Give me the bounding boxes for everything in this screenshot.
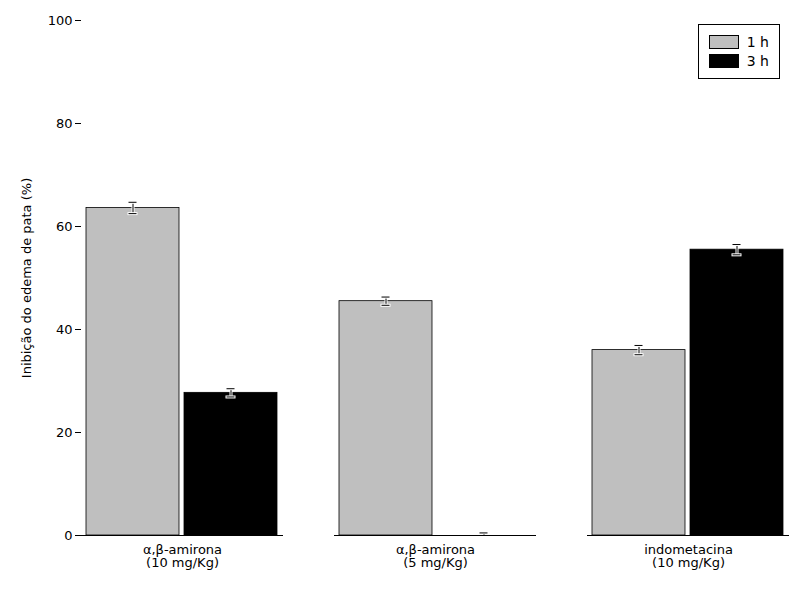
svg-text:60: 60 <box>56 219 73 234</box>
svg-text:α,β-amirona(10 mg/Kg): α,β-amirona(10 mg/Kg) <box>143 542 222 570</box>
html-text:3 h: 3 h <box>746 53 769 69</box>
svg-text:indometacina(10 mg/Kg): indometacina(10 mg/Kg) <box>644 542 733 570</box>
svg-text:α,β-amirona(5 mg/Kg): α,β-amirona(5 mg/Kg) <box>396 542 475 570</box>
html-text:1 h: 1 h <box>746 34 769 50</box>
svg-text:40: 40 <box>56 322 73 337</box>
svg-text:Inibição do edema de pata (%): Inibição do edema de pata (%) <box>19 178 34 378</box>
svg-text:0: 0 <box>64 528 72 543</box>
svg-text:20: 20 <box>56 425 73 440</box>
svg-text:100: 100 <box>48 13 73 28</box>
svg-text:80: 80 <box>56 116 73 131</box>
